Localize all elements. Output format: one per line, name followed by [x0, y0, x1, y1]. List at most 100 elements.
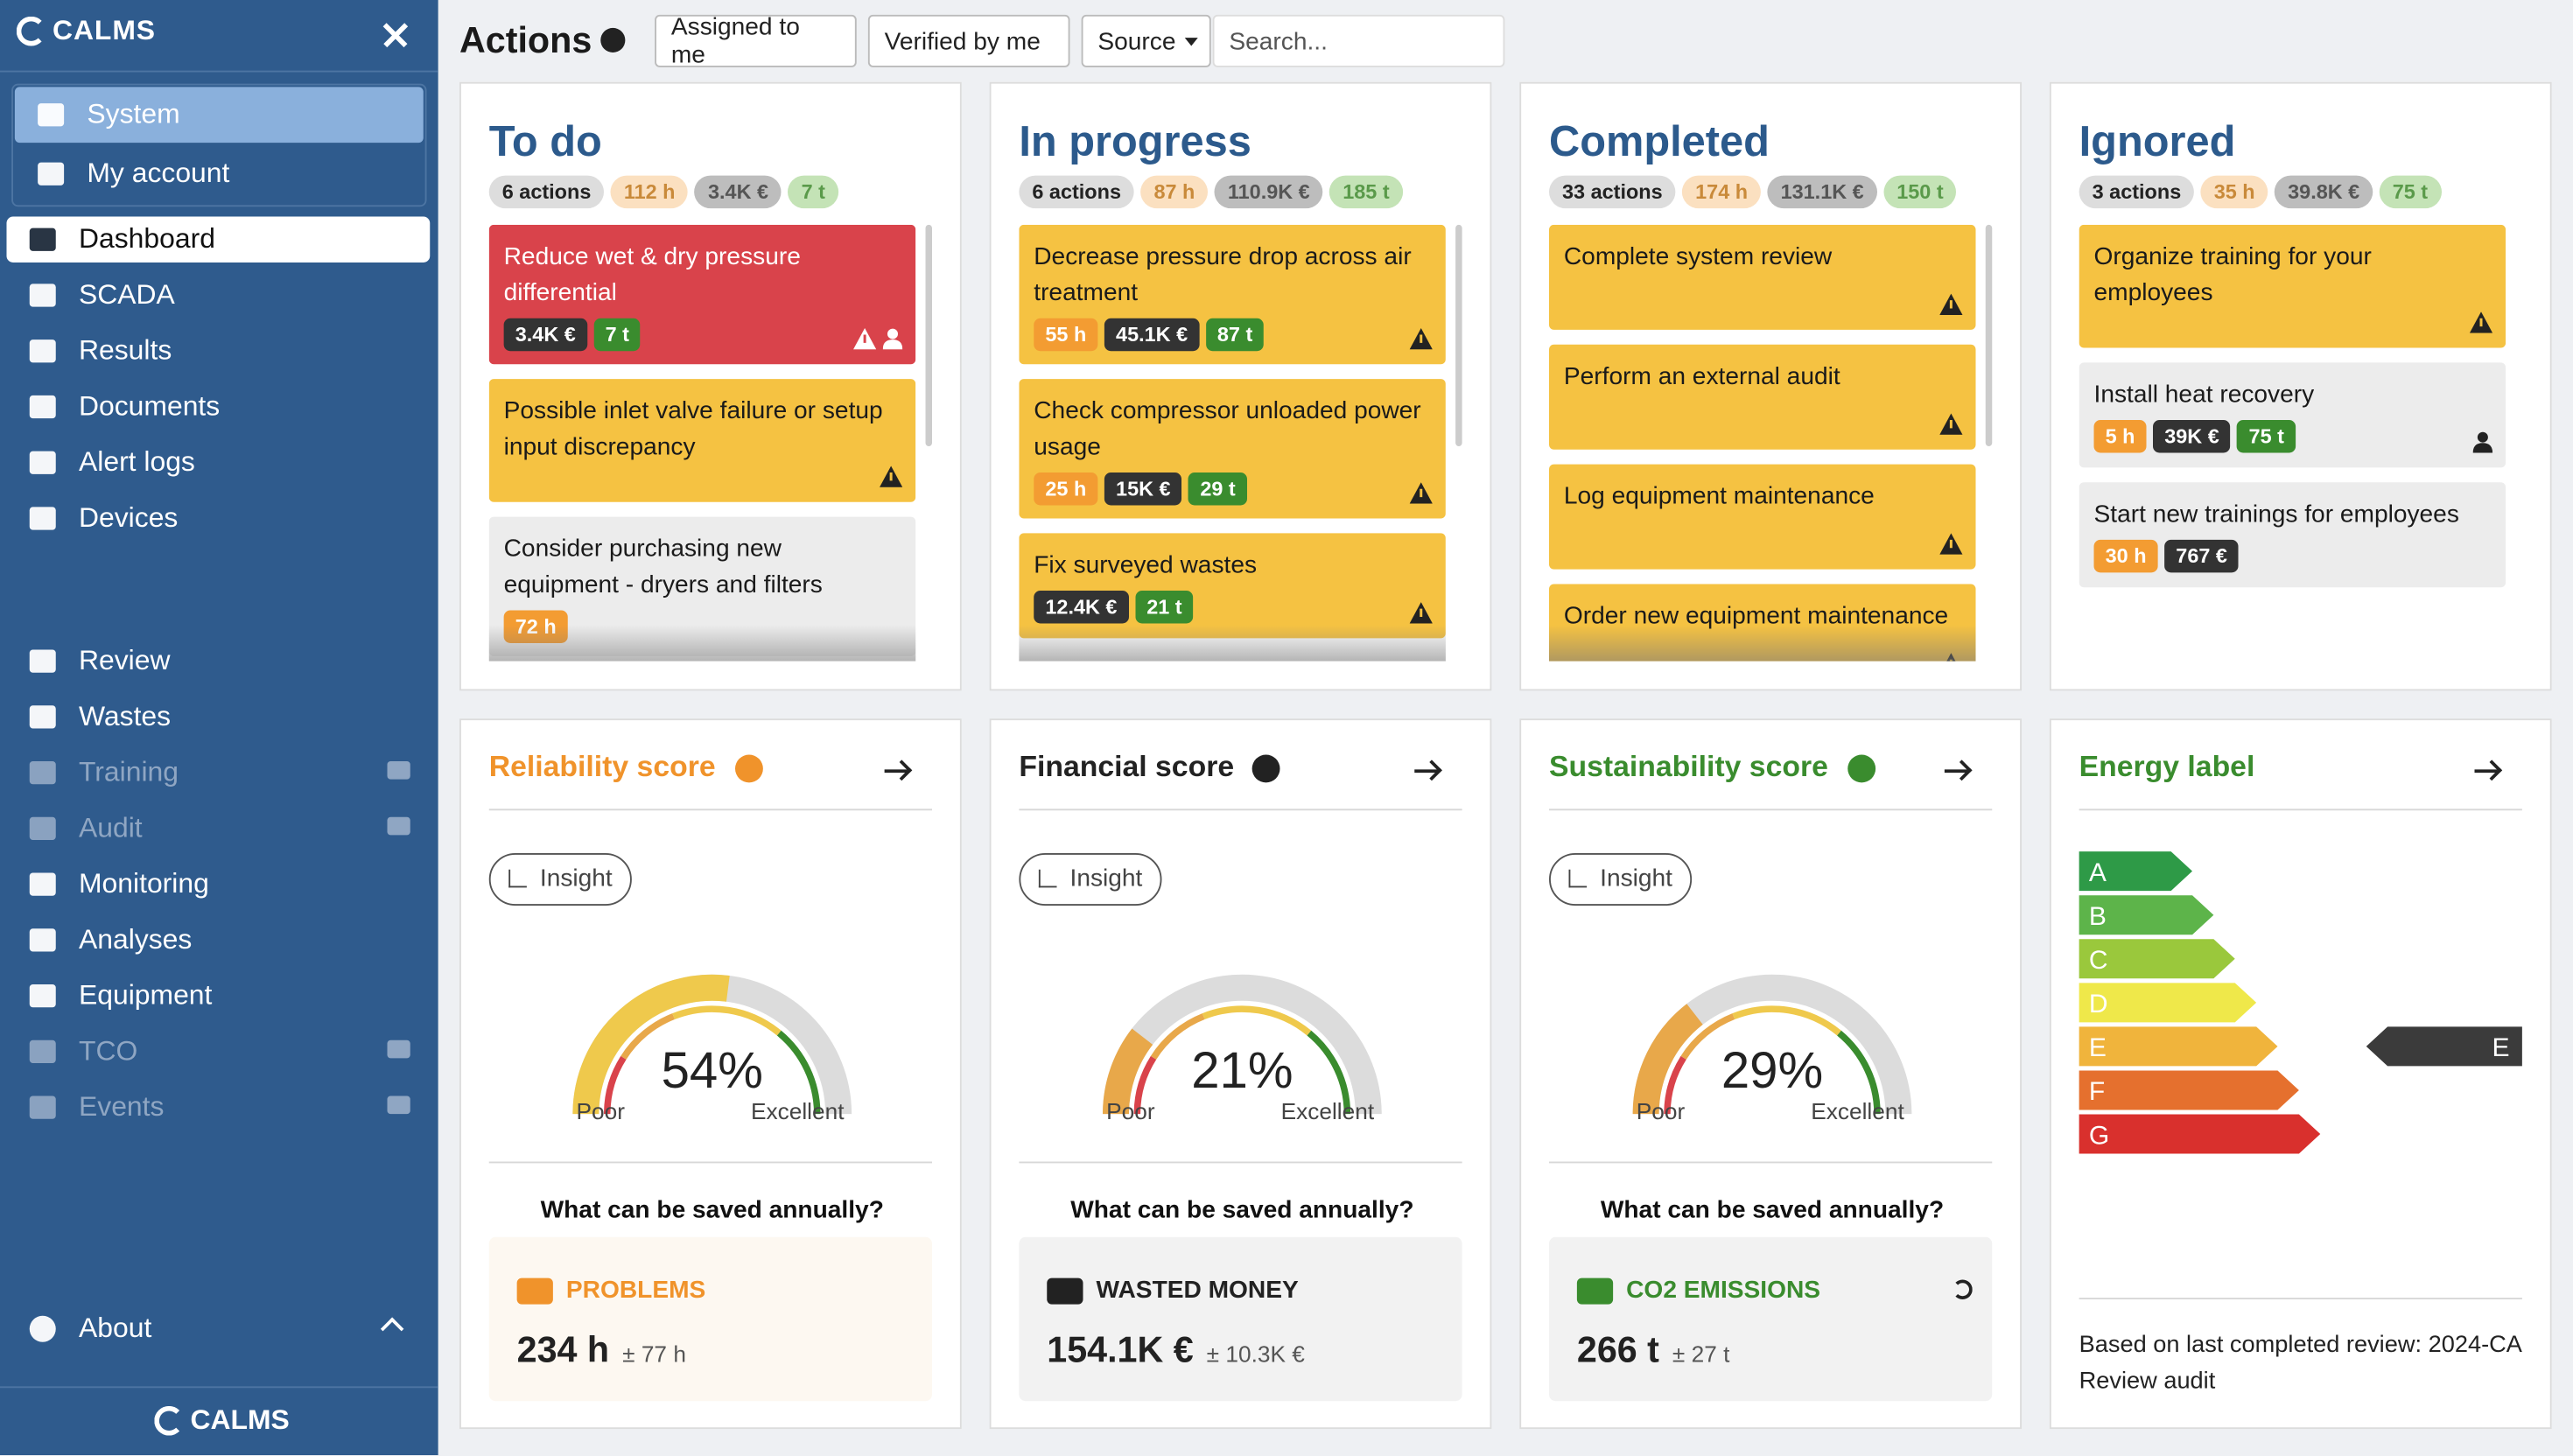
nav-item[interactable]: Analyses — [7, 917, 431, 963]
saving-label: WASTED MONEY — [1047, 1277, 1299, 1305]
insight-button[interactable]: Insight — [1019, 853, 1162, 906]
nav-item[interactable]: Wastes — [7, 694, 431, 740]
filter-button[interactable]: Source — [1081, 14, 1211, 67]
nav-item[interactable]: Devices — [7, 495, 431, 542]
action-card[interactable]: Check compressor unloaded power usage 25 … — [1019, 379, 1446, 519]
arrow-link[interactable] — [2474, 760, 2503, 782]
nav-item[interactable]: Audit — [7, 806, 431, 852]
nav-label: Equipment — [79, 979, 213, 1011]
gauge-zone — [672, 1005, 782, 1036]
score-title: Sustainability score — [1549, 749, 1828, 783]
nav-label: Documents — [79, 390, 221, 422]
arrow-head — [2481, 760, 2503, 781]
action-card[interactable]: Log equipment maintenance — [1549, 464, 1976, 570]
action-card[interactable]: Complete system review — [1549, 224, 1976, 330]
card-text: Reduce wet & dry pressure differential — [503, 242, 801, 307]
action-card[interactable]: Install heat recovery 5 h 39K €75 t — [2079, 362, 2506, 468]
nav-item[interactable]: Equipment — [7, 973, 431, 1019]
refresh-icon[interactable] — [1953, 1279, 1973, 1299]
nav-item[interactable]: Documents — [7, 384, 431, 430]
gauge-zone — [1150, 1013, 1205, 1060]
energy-class: A — [2089, 858, 2107, 887]
column-title: Completed — [1549, 116, 1770, 166]
summary-pill: 150 t — [1883, 175, 1957, 209]
nav-item[interactable]: Dashboard — [6, 216, 431, 262]
summary-pill: 39.8K € — [2275, 175, 2373, 209]
nav-item[interactable]: TCO — [7, 1029, 431, 1075]
arrow-link[interactable] — [884, 760, 913, 782]
nav-icon — [29, 1040, 56, 1063]
chevron — [380, 1317, 404, 1341]
tag: 21 t — [1135, 591, 1194, 624]
warning-icon — [1409, 482, 1433, 504]
action-card[interactable]: Perform an external audit — [1549, 344, 1976, 450]
gauge-fill — [572, 974, 730, 1115]
nav-label: Review — [79, 644, 171, 676]
score-card: Financial score Insight 21% Poor Excellent Wh… — [989, 718, 1492, 1430]
account-item[interactable]: My account — [15, 146, 424, 202]
action-card[interactable]: Fix surveyed wastes 12.4K €21 t — [1019, 533, 1446, 639]
insight-icon — [1038, 869, 1057, 888]
card-text: Complete system review — [1563, 242, 1833, 271]
filter-button[interactable]: Assigned to me — [655, 13, 857, 69]
gauge-value: 29% — [1721, 1042, 1823, 1099]
summary: 6 actions 112 h 3.4K €7 t — [488, 175, 838, 209]
brand: CALMS — [16, 15, 156, 48]
tag: 45.1K € — [1104, 318, 1200, 352]
energy-current: E — [2492, 1033, 2509, 1062]
account-item[interactable]: System — [14, 87, 424, 144]
filter-button[interactable]: Verified by me — [867, 14, 1070, 67]
action-card[interactable]: Reduce wet & dry pressure differential 3.… — [488, 224, 916, 365]
warning-icon — [1939, 533, 1963, 555]
insight-icon — [508, 869, 527, 888]
search-input[interactable]: Search... — [1212, 14, 1505, 67]
card-icons — [1939, 533, 1963, 555]
score-card: Sustainability score Insight 29% Poor Excell… — [1519, 718, 2022, 1430]
insight-button[interactable]: Insight — [1549, 853, 1693, 906]
close-button[interactable] — [381, 20, 410, 50]
tag: 7 t — [593, 318, 641, 352]
saving-box: PROBLEMS 234 h ± 77 h — [488, 1236, 932, 1402]
action-card[interactable]: Decrease pressure drop across air treatm… — [1019, 224, 1446, 365]
tags: 12.4K €21 t — [1034, 591, 1431, 624]
saving-label: PROBLEMS — [516, 1277, 705, 1305]
warning-icon — [2469, 312, 2493, 333]
nav-item[interactable]: Results — [7, 328, 431, 374]
tag: 55 h — [1034, 318, 1098, 352]
warning-icon — [880, 466, 903, 487]
warning-mark — [1949, 539, 1953, 549]
help-icon[interactable] — [600, 27, 626, 52]
arrow-shaft — [1414, 769, 1438, 774]
item-label: System — [87, 98, 180, 130]
nav-item[interactable]: Alert logs — [7, 440, 431, 486]
gauge-high: Excellent — [1811, 1098, 1904, 1124]
nav-item[interactable]: Events — [7, 1084, 431, 1130]
summary-pill: 6 actions — [1019, 175, 1134, 209]
action-column: Completed 33 actions 174 h 131.1K €150 t Com… — [1519, 81, 2022, 691]
nav-item[interactable]: Monitoring — [7, 861, 431, 907]
action-column: To do 6 actions 112 h 3.4K €7 t Reduce wet &… — [459, 81, 962, 691]
card-text: Consider purchasing new equipment - drye… — [503, 535, 823, 599]
summary-pill: 174 h — [1682, 175, 1762, 209]
sidebar: CALMS System My account Dashboard SCADA Resul… — [0, 0, 438, 1456]
nav-label: TCO — [79, 1035, 138, 1067]
nav-item[interactable]: Training — [7, 750, 431, 796]
insight-button[interactable]: Insight — [488, 853, 633, 906]
arrow-link[interactable] — [1414, 760, 1442, 782]
action-card[interactable]: Possible inlet valve failure or setup in… — [488, 379, 916, 502]
about[interactable]: About — [7, 1306, 431, 1353]
scrollbar — [1455, 224, 1462, 446]
nav-label: Audit — [79, 812, 143, 844]
arrow-link[interactable] — [1944, 760, 1973, 782]
brand-text: CALMS — [190, 1404, 290, 1436]
separator — [1019, 1161, 1462, 1164]
nav-item[interactable]: SCADA — [7, 272, 431, 318]
action-card[interactable]: Organize training for your employees — [2079, 224, 2506, 348]
action-card[interactable]: Start new trainings for employees 30 h 767… — [2079, 482, 2506, 588]
error: ± 77 h — [622, 1340, 686, 1367]
nav-item[interactable]: Review — [7, 638, 431, 684]
action-column: In progress 6 actions 87 h 110.9K €185 t Dec… — [989, 81, 1492, 691]
energy-bar — [2079, 851, 2192, 892]
nav-icon — [29, 340, 56, 363]
